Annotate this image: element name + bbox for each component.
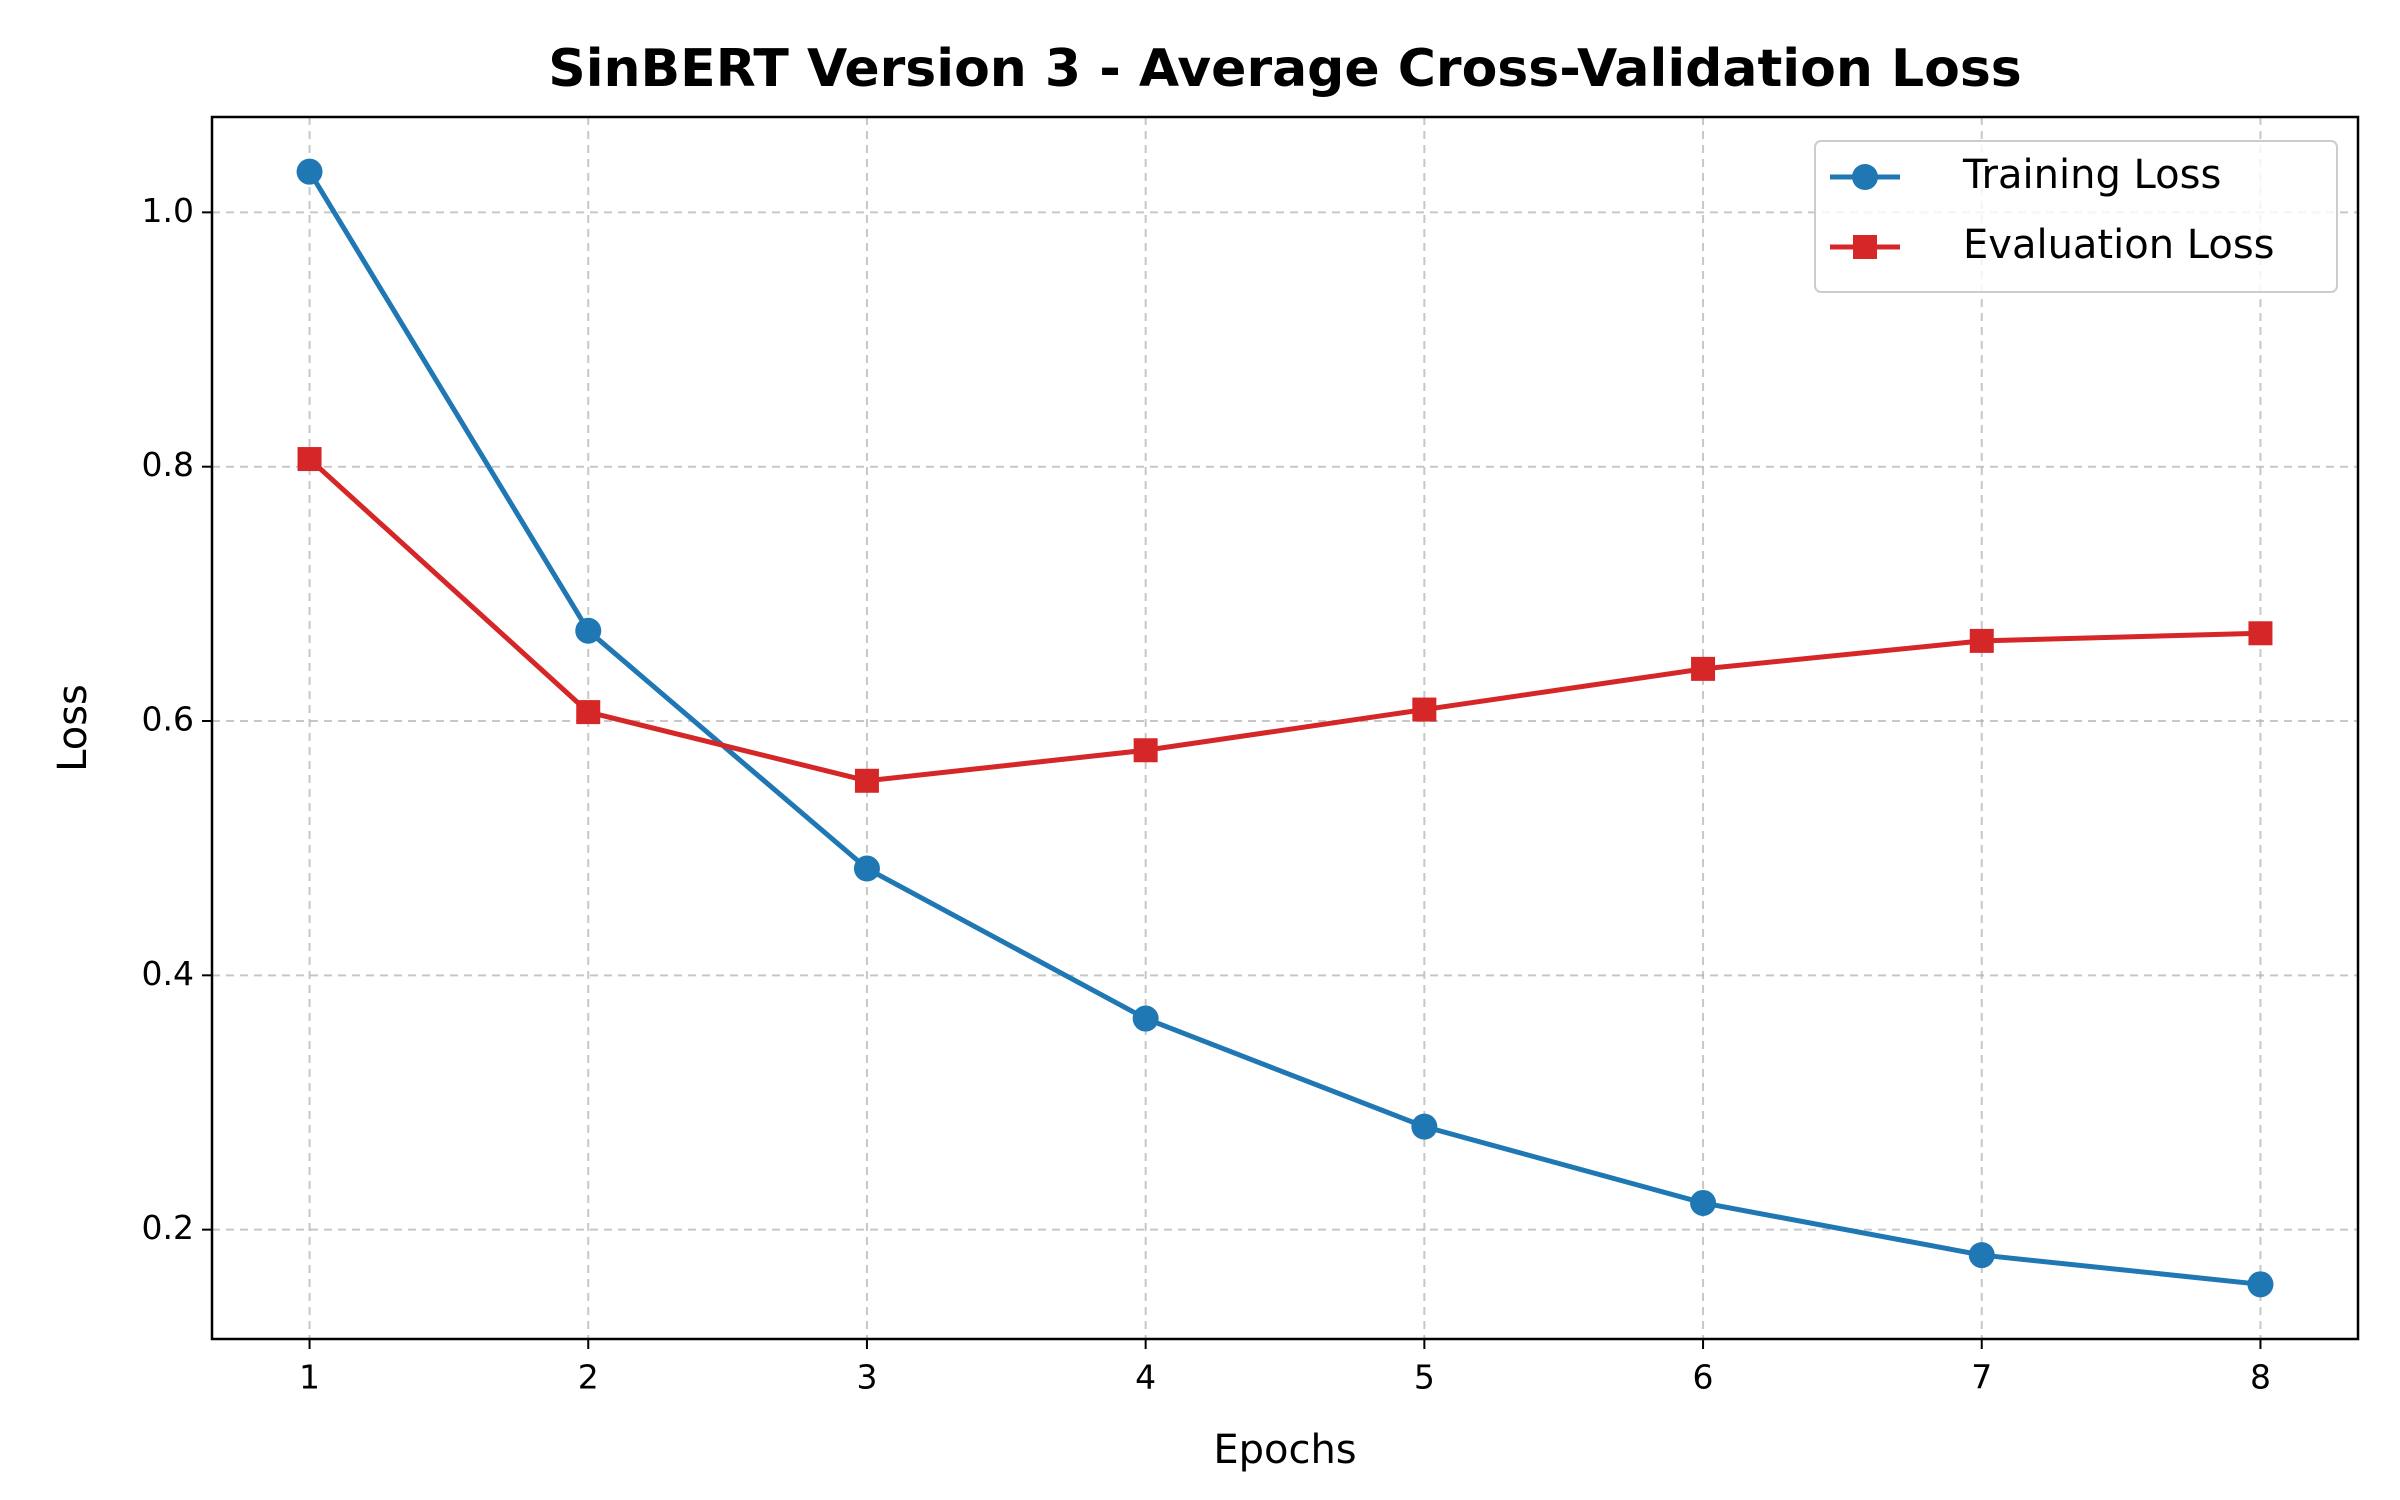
series-line [307, 170, 2261, 1287]
x-tick-label: 5 [1414, 1358, 1435, 1397]
data-point [1411, 1113, 1438, 1140]
data-point [297, 447, 322, 472]
y-tick-label: 1.0 [142, 191, 194, 230]
legend-label: Training Loss [1962, 152, 2221, 198]
x-tick-label: 2 [578, 1358, 599, 1397]
plot-frame [210, 115, 2360, 1341]
data-point [1132, 1005, 1159, 1032]
chart-title: SinBERT Version 3 - Average Cross-Valida… [548, 39, 2022, 99]
y-tick-label: 0.4 [142, 954, 194, 993]
x-tick-label: 3 [856, 1358, 877, 1397]
data-point [1969, 628, 1994, 653]
x-tick-label: 8 [2250, 1358, 2271, 1397]
legend-marker [1853, 235, 1877, 259]
data-point [1690, 1189, 1717, 1216]
data-point [2247, 1271, 2274, 1298]
y-tick-label: 0.6 [142, 700, 194, 739]
data-point [1412, 697, 1437, 722]
data-point [1691, 656, 1716, 681]
x-axis-label: Epochs [1213, 1427, 1356, 1473]
legend-box [1814, 140, 2338, 293]
data-point [853, 855, 880, 882]
data-point [296, 158, 323, 185]
legend-marker [1852, 164, 1878, 190]
legend-label: Evaluation Loss [1963, 222, 2275, 268]
data-point [2248, 621, 2273, 646]
x-tick-label: 7 [1971, 1358, 1992, 1397]
data-point [576, 700, 601, 725]
data-point [1968, 1242, 1995, 1269]
series-line [307, 457, 2261, 784]
y-tick-label: 0.2 [142, 1208, 194, 1247]
x-tick-label: 1 [299, 1358, 320, 1397]
data-point [575, 617, 602, 644]
y-tick-label: 0.8 [142, 445, 194, 484]
data-point [1133, 738, 1158, 763]
x-tick-label: 4 [1135, 1358, 1156, 1397]
x-tick-label: 6 [1693, 1358, 1714, 1397]
data-point [854, 768, 879, 793]
y-axis-label: Loss [50, 684, 96, 772]
legend: Training Loss Evaluation Loss [1814, 140, 2338, 293]
